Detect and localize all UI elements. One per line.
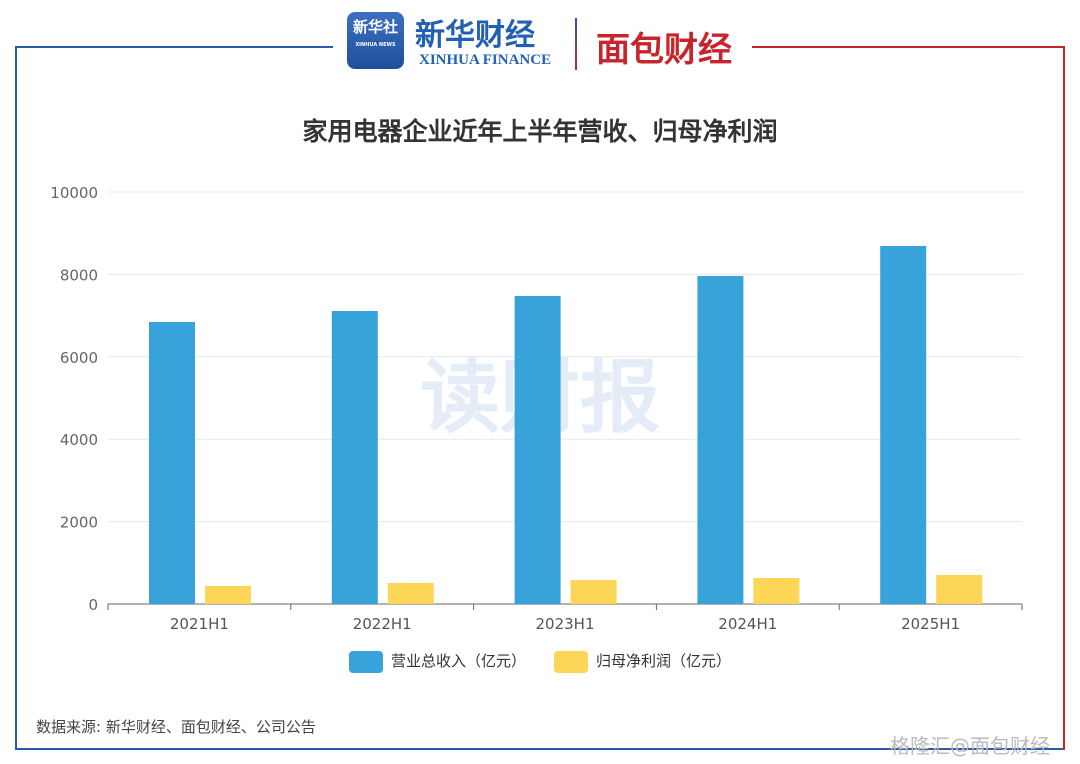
data-source: 数据来源: 新华财经、面包财经、公司公告: [36, 718, 316, 736]
logo-divider: [575, 18, 577, 70]
xinhua-finance-logo: 新华财经: [415, 18, 535, 53]
profit-bar: [205, 585, 251, 604]
xinhua-logo: 新华社 XINHUA NEWS: [347, 12, 404, 69]
corner-watermark: 格隆汇@面包财经: [890, 734, 1050, 758]
legend-swatch: [348, 650, 383, 673]
frame-line: [752, 46, 1065, 48]
y-tick-label: 0: [88, 596, 98, 614]
profit-bar: [753, 578, 800, 604]
revenue-bar: [880, 246, 927, 605]
profit-bar: [936, 574, 983, 604]
legend: 营业总收入（亿元） 归母净利润（亿元）: [0, 650, 1080, 673]
legend-item-profit[interactable]: 归母净利润（亿元）: [554, 650, 731, 673]
x-tick-label: 2023H1: [536, 615, 595, 633]
legend-item-revenue[interactable]: 营业总收入（亿元）: [348, 650, 526, 673]
profit-bar: [387, 582, 434, 604]
x-tick-label: 2022H1: [353, 615, 412, 633]
x-tick-label: 2024H1: [718, 615, 777, 633]
revenue-bar: [149, 321, 195, 604]
mianbao-logo: 面包财经: [596, 30, 732, 70]
x-tick-label: 2021H1: [170, 615, 229, 633]
y-tick-label: 8000: [60, 266, 98, 284]
frame-line: [15, 46, 333, 48]
profit-bar: [570, 579, 617, 604]
revenue-bar: [697, 276, 744, 604]
revenue-bar: [514, 295, 561, 604]
y-tick-label: 6000: [60, 349, 98, 367]
xinhua-finance-en: XINHUA FINANCE: [419, 52, 552, 68]
y-tick-label: 10000: [50, 184, 98, 202]
frame-line: [1063, 46, 1065, 750]
y-tick-label: 2000: [60, 514, 98, 532]
frame-line: [15, 748, 1065, 750]
x-tick-label: 2025H1: [901, 615, 960, 633]
legend-swatch: [554, 650, 588, 673]
revenue-bar: [331, 310, 378, 604]
chart-title: 家用电器企业近年上半年营收、归母净利润: [302, 117, 778, 146]
y-tick-label: 4000: [60, 431, 98, 449]
frame-line: [15, 46, 17, 750]
